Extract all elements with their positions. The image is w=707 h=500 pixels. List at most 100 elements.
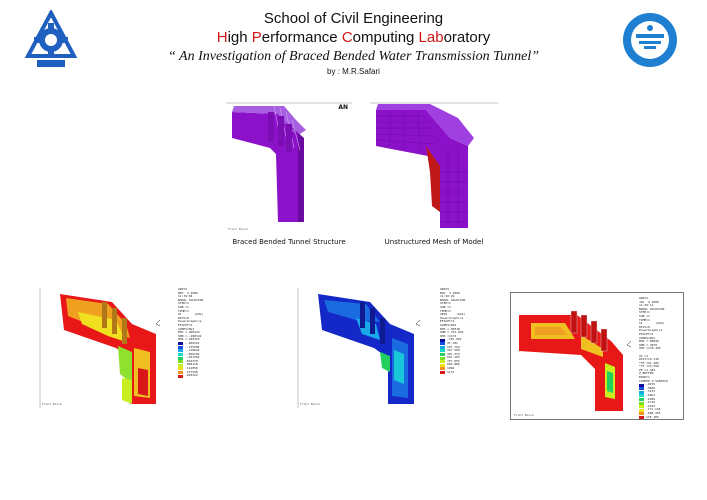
legend-swatch xyxy=(178,367,183,371)
legend-swatch xyxy=(440,338,445,342)
s1-principal-stress-contour: Front Block xyxy=(514,310,632,417)
legend-value: 946.886 xyxy=(447,362,460,367)
legend-value: 347.500 xyxy=(447,348,460,353)
legend-value: .157598 xyxy=(185,369,198,374)
legend-value: 1172 xyxy=(447,369,455,374)
legend-swatch xyxy=(440,349,445,353)
legend-swatch xyxy=(639,408,644,412)
legend-row: -771.154 xyxy=(639,408,668,412)
legend-row: 1096 xyxy=(440,366,465,371)
legend-swatch xyxy=(178,345,183,349)
svg-text:Front Block: Front Block xyxy=(228,227,248,231)
legend-row: -1716 xyxy=(639,401,668,405)
legend-value: .068118 xyxy=(185,362,198,367)
seqv-legend: ANSYS NOV 4 2009 11:40:29 NODAL SOLUTION… xyxy=(440,287,465,374)
legend-row: -.066102 xyxy=(178,351,203,357)
legend-row: -3133 xyxy=(639,390,668,394)
svg-text:Front Block: Front Block xyxy=(300,402,320,406)
legend-swatch xyxy=(178,349,183,353)
legend-swatch xyxy=(440,342,445,346)
legend-row: 347.500 xyxy=(440,348,465,353)
author-byline: by : M.R.Safari xyxy=(327,67,380,76)
legend-swatch xyxy=(440,370,445,374)
legend-value: 797.055 xyxy=(447,358,460,363)
university-of-tehran-logo-icon xyxy=(623,13,677,67)
legend-row: -2189 xyxy=(639,396,668,402)
s1-legend: ANSYS JUL 4 2009 11:49:11 NODAL SOLUTION… xyxy=(639,296,668,419)
legend-value: -3133 xyxy=(646,389,656,394)
svg-text:Front Block: Front Block xyxy=(42,402,62,406)
uy-legend-header: ANSYS NOV 4 2009 11:39:04 NODAL SOLUTION… xyxy=(178,287,204,342)
lab-name-part: C xyxy=(341,29,353,46)
legend-row: .202322 xyxy=(178,374,203,378)
legend-swatch xyxy=(639,405,644,409)
gear-engineering-logo-icon xyxy=(24,8,78,67)
legend-value: -1716 xyxy=(646,400,656,405)
seqv-legend-scale: -701.991 47.781 197.764 347.500 497.333 647.1… xyxy=(440,338,465,374)
legend-value: -.155582 xyxy=(185,344,200,349)
s1-legend-header: ANSYS JUL 4 2009 11:49:11 NODAL SOLUTION… xyxy=(639,296,668,383)
lab-name-part: oratory xyxy=(443,29,491,46)
legend-value: -2661 xyxy=(646,393,656,398)
legend-swatch xyxy=(178,374,183,378)
legend-value: .202322 xyxy=(185,373,198,378)
lab-name-part: H xyxy=(216,29,228,46)
legend-row: -.200322 xyxy=(178,340,203,346)
legend-value: -701.991 xyxy=(447,337,462,342)
legend-swatch xyxy=(440,363,445,367)
legend-row: -.021362 xyxy=(178,356,203,360)
legend-value: -771.154 xyxy=(646,407,661,412)
legend-swatch xyxy=(178,363,183,367)
s1-legend-scale: -4079 -3606 -3133 -2661 -2189 -1716 -1243 -771.… xyxy=(639,383,668,419)
legend-row: 497.333 xyxy=(440,352,465,357)
legend-value: -2189 xyxy=(646,396,656,401)
seqv-stress-panel: Front Block ANSYS NOV 4 2009 11:40:29 NO… xyxy=(296,287,496,408)
legend-row: -701.991 xyxy=(440,338,465,342)
legend-value: -.066102 xyxy=(185,351,200,356)
legend-row: .112858 xyxy=(178,366,203,371)
legend-swatch xyxy=(639,412,644,416)
legend-swatch xyxy=(639,383,644,387)
s1-principal-stress-panel: Front Block ANSYS JUL 4 2009 11:49:11 NO… xyxy=(510,292,684,420)
lab-name-part: omputing xyxy=(352,29,419,46)
legend-row: 647.165 xyxy=(440,356,465,360)
legend-row: -.155582 xyxy=(178,344,203,350)
legend-value: 1096 xyxy=(447,366,455,371)
legend-value: 197.764 xyxy=(447,344,460,349)
legend-swatch xyxy=(440,360,445,364)
legend-swatch xyxy=(440,345,445,349)
legend-value: -4079 xyxy=(646,382,656,387)
tunnel-structure-panel: Front Block AN xyxy=(226,102,352,232)
legend-value: -.200322 xyxy=(185,340,200,345)
legend-value: -1243 xyxy=(646,403,656,408)
legend-row: 197.764 xyxy=(440,344,465,350)
legend-value: .112858 xyxy=(185,366,198,371)
left-logo xyxy=(24,8,78,74)
legend-swatch xyxy=(178,370,183,374)
seqv-stress-contour: Front Block xyxy=(297,288,421,408)
legend-row: .157598 xyxy=(178,369,203,375)
uy-legend-scale: -.200322 -.155582 -.110842 -.066102 -.021362… xyxy=(178,340,203,378)
legend-swatch xyxy=(178,356,183,360)
legend-value: -298.455 xyxy=(646,411,661,415)
lab-name-part: igh xyxy=(227,29,252,46)
legend-swatch xyxy=(440,356,445,360)
mesh-model-panel xyxy=(370,102,498,232)
page-title: School of Civil Engineering xyxy=(263,10,444,27)
legend-swatch xyxy=(639,401,644,405)
legend-value: -.021362 xyxy=(185,355,200,360)
legend-row: -3606 xyxy=(639,385,668,391)
legend-row: -2661 xyxy=(639,393,668,398)
right-logo xyxy=(622,12,678,68)
lab-name-part: P xyxy=(251,29,262,46)
legend-value: 178.185 xyxy=(646,414,659,419)
legend-swatch xyxy=(639,397,644,401)
lab-name-part: Lab xyxy=(418,29,444,46)
lab-name-part: erformance xyxy=(261,29,342,46)
legend-value: -3606 xyxy=(646,385,656,390)
legend-row: 797.055 xyxy=(440,358,465,364)
tunnel-structure-render: Front Block xyxy=(226,102,352,231)
svg-text:Front Block: Front Block xyxy=(514,413,534,417)
uy-displacement-contour: Front Block xyxy=(39,288,161,408)
ansys-brand-mark: AN xyxy=(338,104,348,111)
